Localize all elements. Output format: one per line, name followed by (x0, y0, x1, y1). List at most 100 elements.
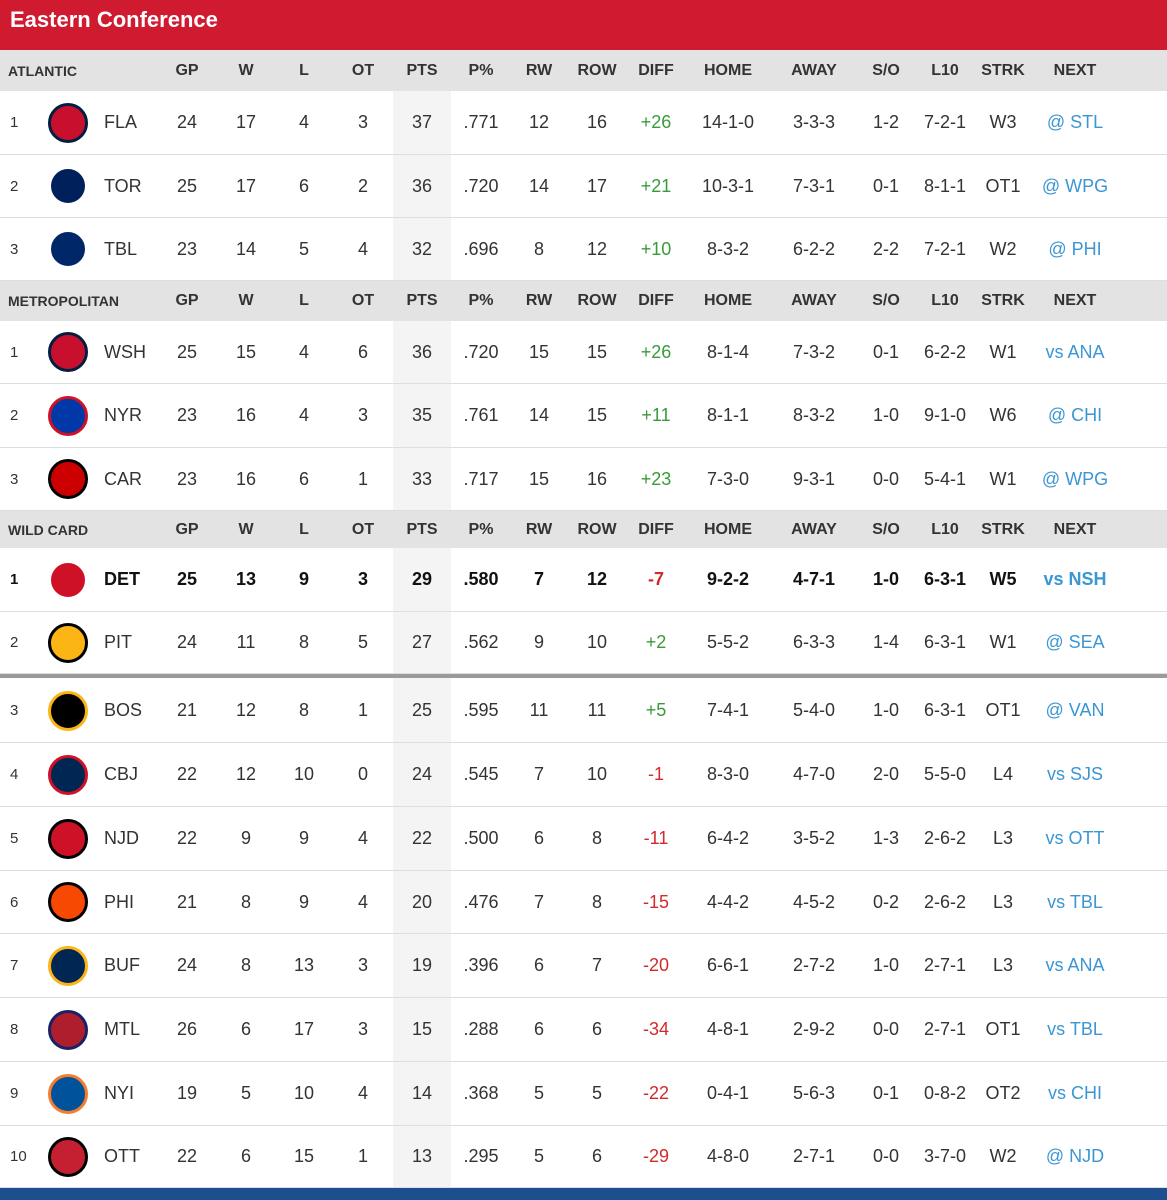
team-row[interactable]: 2 PIT 24 11 8 5 27 .562 9 10 +2 5-5-2 6-3-3 1-4 6-3-1 W… (0, 612, 1167, 674)
team-row[interactable]: 4 CBJ 22 12 10 0 24 .545 7 10 -1 8-3-0 4-7-0 2-0 5-5-0… (0, 743, 1167, 807)
column-header-strk[interactable]: STRK (981, 61, 1025, 79)
stat-next[interactable]: @ WPG (1041, 468, 1109, 489)
stat-next[interactable]: @ VAN (1045, 700, 1105, 720)
team-abbreviation[interactable]: NJD (104, 828, 139, 848)
stat-next[interactable]: vs TBL (1047, 891, 1103, 912)
column-header-rw[interactable]: RW (525, 292, 553, 309)
column-header-row[interactable]: ROW (577, 292, 617, 309)
playoff-cutline (0, 674, 1167, 678)
team-abbreviation[interactable]: BOS (104, 700, 143, 720)
column-header-strk[interactable]: STRK (981, 520, 1025, 538)
column-header-rw[interactable]: RW (525, 61, 553, 79)
column-header-next[interactable]: NEXT (1053, 520, 1097, 538)
stat-next[interactable]: vs ANA (1045, 341, 1105, 362)
stat-next[interactable]: vs ANA (1045, 955, 1105, 975)
team-row[interactable]: 2 TOR 25 17 6 2 36 .720 14 17 +21 10-3-1 7-3-1 0-1 8-1… (0, 155, 1167, 218)
team-abbreviation[interactable]: DET (104, 569, 140, 589)
column-header-w[interactable]: W (238, 292, 254, 309)
stat-next[interactable]: vs CHI (1048, 1083, 1102, 1103)
column-header-away[interactable]: AWAY (791, 61, 837, 79)
column-header-l10[interactable]: L10 (931, 61, 959, 79)
stat-next[interactable]: @ NJD (1045, 1146, 1105, 1166)
team-row[interactable]: 1 DET 25 13 9 3 29 .580 7 12 -7 9-2-2 4-7-1 1-0 6-3-1 W… (0, 548, 1167, 612)
team-abbreviation[interactable]: OTT (104, 1146, 140, 1166)
column-header-home[interactable]: HOME (704, 61, 752, 79)
column-header-pts[interactable]: PTS (406, 520, 438, 538)
column-header-ot[interactable]: OT (351, 292, 375, 309)
team-abbreviation[interactable]: PIT (104, 632, 133, 652)
team-abbreviation[interactable]: CBJ (104, 764, 139, 784)
column-header-diff[interactable]: DIFF (638, 292, 674, 309)
column-header-home[interactable]: HOME (704, 520, 752, 538)
column-header-rw[interactable]: RW (525, 520, 553, 538)
team-row[interactable]: 3 CAR 23 16 6 1 33 .717 15 16 +23 7-3-0 9-3-1 0-0 5-4-… (0, 448, 1167, 511)
team-abbreviation[interactable]: PHI (104, 891, 135, 912)
column-header-l[interactable]: L (299, 520, 309, 538)
team-abbreviation[interactable]: NYR (104, 405, 143, 425)
stat-next[interactable]: @ SEA (1045, 632, 1105, 652)
column-header-gp[interactable]: GP (175, 61, 199, 79)
stat-row: 15 (586, 405, 608, 425)
stat-next[interactable]: @ STL (1046, 112, 1104, 132)
column-header-row[interactable]: ROW (577, 520, 617, 538)
team-abbreviation[interactable]: FLA (104, 112, 138, 132)
column-header-pct[interactable]: P% (468, 292, 494, 309)
team-row[interactable]: 9 NYI 19 5 10 4 14 .368 5 5 -22 0-4-1 5-6-3 0-1 0-8-2 O… (0, 1062, 1167, 1126)
column-header-pts[interactable]: PTS (406, 61, 438, 79)
column-header-diff[interactable]: DIFF (638, 520, 674, 538)
stat-next[interactable]: vs OTT (1045, 828, 1105, 848)
team-abbreviation[interactable]: TOR (104, 175, 142, 196)
column-header-gp[interactable]: GP (175, 520, 199, 538)
islanders-logo-icon (40, 1062, 96, 1125)
stat-next[interactable]: vs TBL (1047, 1019, 1103, 1039)
column-header-w[interactable]: W (238, 520, 254, 538)
team-row[interactable]: 7 BUF 24 8 13 3 19 .396 6 7 -20 6-6-1 2-7-2 1-0 2-7-1 L… (0, 934, 1167, 998)
team-row[interactable]: 10 OTT 22 6 15 1 13 .295 5 6 -29 4-8-0 2-7-1 0-0 3-7-0… (0, 1126, 1167, 1188)
column-header-so[interactable]: S/O (872, 61, 900, 79)
team-abbreviation[interactable]: TBL (104, 238, 138, 259)
column-header-away[interactable]: AWAY (791, 292, 837, 309)
column-header-diff[interactable]: DIFF (638, 61, 674, 79)
team-row[interactable]: 1 FLA 24 17 4 3 37 .771 12 16 +26 14-1-0 3-3-3 1-2 7-2… (0, 91, 1167, 155)
column-header-home[interactable]: HOME (704, 292, 752, 309)
stat-next[interactable]: @ PHI (1048, 238, 1102, 259)
team-row[interactable]: 2 NYR 23 16 4 3 35 .761 14 15 +11 8-1-1 8-3-2 1-0 9-1-… (0, 384, 1167, 448)
team-abbreviation[interactable]: WSH (104, 341, 146, 362)
column-header-pct[interactable]: P% (468, 520, 494, 538)
column-header-gp[interactable]: GP (175, 292, 199, 309)
stat-next[interactable]: vs NSH (1043, 569, 1107, 589)
column-header-pts[interactable]: PTS (406, 292, 438, 309)
stat-home: 9-2-2 (706, 569, 750, 589)
column-header-away[interactable]: AWAY (791, 520, 837, 538)
lightning-logo-icon (40, 218, 96, 280)
team-row[interactable]: 6 PHI 21 8 9 4 20 .476 7 8 -15 4-4-2 4-5-2 0-2 2-6-2 L3… (0, 871, 1167, 934)
column-header-l[interactable]: L (299, 292, 309, 309)
team-row[interactable]: 3 TBL 23 14 5 4 32 .696 8 12 +10 8-3-2 6-2-2 2-2 7-2-1… (0, 218, 1167, 281)
team-row[interactable]: 5 NJD 22 9 9 4 22 .500 6 8 -11 6-4-2 3-5-2 1-3 2-6-2 L3… (0, 807, 1167, 871)
stat-row: 8 (591, 828, 602, 848)
team-abbreviation[interactable]: NYI (104, 1083, 135, 1103)
column-header-next[interactable]: NEXT (1053, 292, 1097, 309)
team-row[interactable]: 1 WSH 25 15 4 6 36 .720 15 15 +26 8-1-4 7-3-2 0-1 6-2-… (0, 321, 1167, 384)
team-abbreviation[interactable]: MTL (104, 1019, 140, 1039)
stat-next[interactable]: @ WPG (1041, 175, 1109, 196)
stat-away: 6-3-3 (792, 632, 836, 652)
column-header-pct[interactable]: P% (468, 61, 494, 79)
column-header-so[interactable]: S/O (872, 520, 900, 538)
stat-next[interactable]: vs SJS (1046, 764, 1103, 784)
team-row[interactable]: 8 MTL 26 6 17 3 15 .288 6 6 -34 4-8-1 2-9-2 0-0 2-7-1 O… (0, 998, 1167, 1062)
team-row[interactable]: 3 BOS 21 12 8 1 25 .595 11 11 +5 7-4-1 5-4-0 1-0 6-3-1… (0, 679, 1167, 743)
column-header-ot[interactable]: OT (351, 520, 375, 538)
column-header-l[interactable]: L (299, 61, 309, 79)
column-header-next[interactable]: NEXT (1053, 61, 1097, 79)
column-header-strk[interactable]: STRK (981, 292, 1025, 309)
team-abbreviation[interactable]: BUF (104, 955, 140, 975)
column-header-so[interactable]: S/O (872, 292, 900, 309)
column-header-w[interactable]: W (238, 61, 254, 79)
team-abbreviation[interactable]: CAR (104, 468, 143, 489)
column-header-ot[interactable]: OT (351, 61, 375, 79)
column-header-row[interactable]: ROW (577, 61, 617, 79)
stat-next[interactable]: @ CHI (1047, 405, 1103, 425)
column-header-l10[interactable]: L10 (931, 292, 959, 309)
column-header-l10[interactable]: L10 (931, 520, 959, 538)
